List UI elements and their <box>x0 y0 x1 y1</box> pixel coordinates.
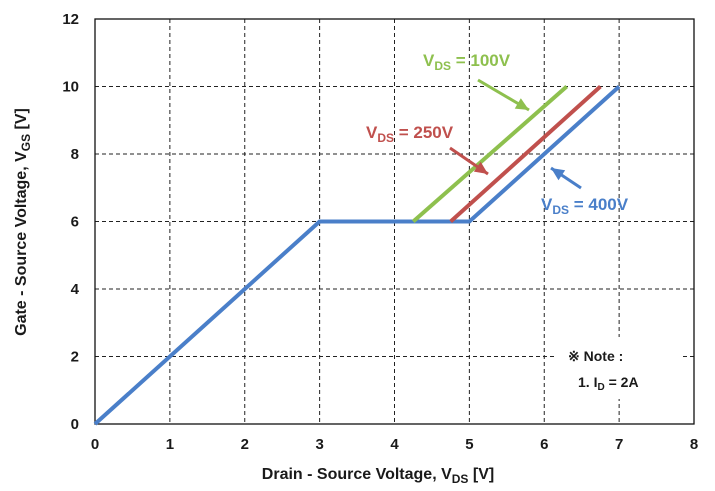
series-line-2 <box>449 85 602 223</box>
x-tick-1: 1 <box>166 436 174 453</box>
series-label-1: VDS = 400V <box>541 195 629 217</box>
x-tick-5: 5 <box>465 436 473 453</box>
y-tick-10: 10 <box>62 79 79 96</box>
y-axis-title: Gate - Source Voltage, VGS [V] <box>13 108 33 336</box>
series-line-1 <box>93 85 621 426</box>
note-title: ※ Note : <box>568 348 623 364</box>
series-line-3 <box>411 84 569 224</box>
series-label-2: VDS = 250V <box>366 123 454 145</box>
x-tick-labels: 0 1 2 3 4 5 6 7 8 <box>91 436 698 453</box>
x-tick-3: 3 <box>315 436 323 453</box>
note-box: ※ Note : 1. ID = 2A <box>554 337 680 399</box>
y-tick-8: 8 <box>71 146 79 163</box>
y-tick-4: 4 <box>71 281 80 298</box>
x-tick-4: 4 <box>390 436 399 453</box>
plot-frame <box>94 18 695 425</box>
x-axis-title: Drain - Source Voltage, VDS [V] <box>262 466 494 486</box>
y-tick-12: 12 <box>62 11 79 28</box>
series-label-3: VDS = 100V <box>423 51 511 73</box>
y-tick-0: 0 <box>71 416 79 433</box>
y-tick-6: 6 <box>71 214 79 231</box>
x-tick-8: 8 <box>690 436 698 453</box>
x-tick-7: 7 <box>615 436 623 453</box>
x-tick-6: 6 <box>540 436 548 453</box>
y-tick-labels: 0 2 4 6 8 10 12 <box>62 11 79 433</box>
plot-border <box>94 18 695 425</box>
series-arrowhead-3 <box>514 98 529 110</box>
note-condition: 1. ID = 2A <box>578 374 639 393</box>
series-arrowhead-1 <box>551 168 566 181</box>
series-annotations: VDS = 400V VDS = 250V VDS = 100V <box>366 51 629 217</box>
x-tick-2: 2 <box>241 436 249 453</box>
x-tick-0: 0 <box>91 436 99 453</box>
series-lines <box>93 84 621 426</box>
series-arrowhead-2 <box>473 161 488 174</box>
y-tick-2: 2 <box>71 349 79 366</box>
